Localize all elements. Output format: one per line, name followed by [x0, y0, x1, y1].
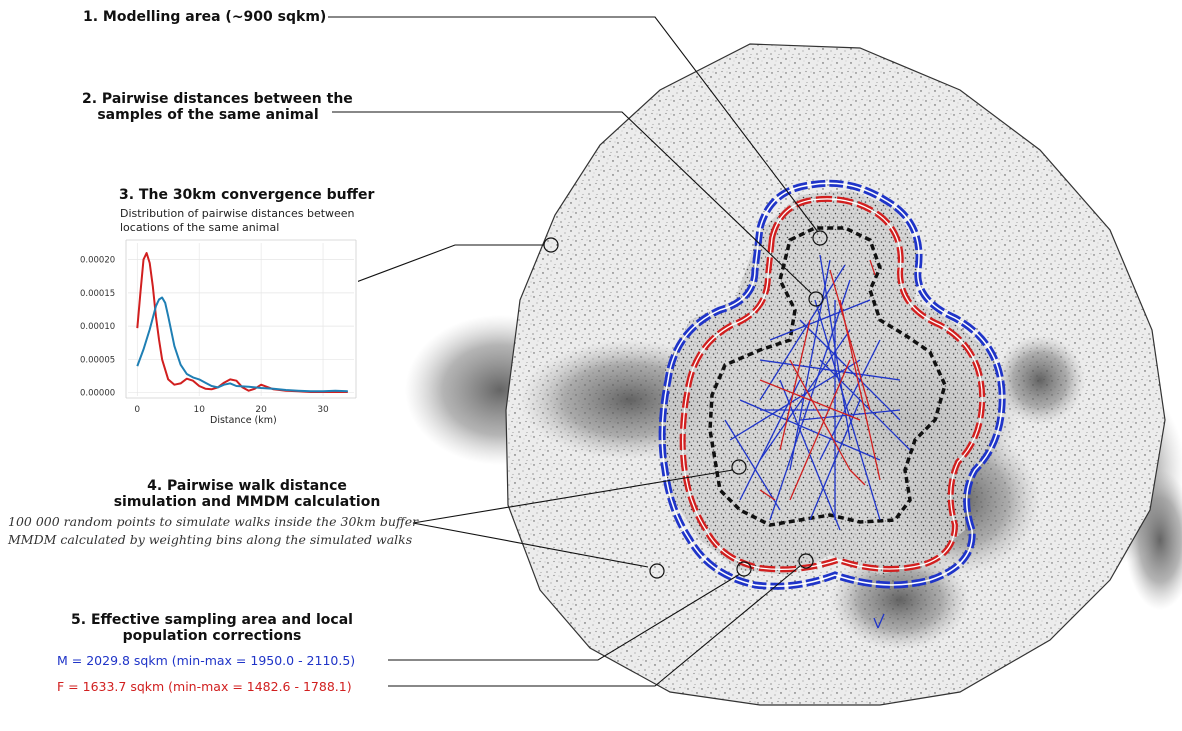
distance-distribution-chart: 0.00000 0.00005 0.00010 0.00015 0.00020 0 10 20… — [80, 239, 358, 415]
marker-step4-inside — [731, 459, 747, 475]
step5-label-line2: population corrections — [122, 628, 302, 644]
marker-step2 — [808, 291, 824, 307]
chart-series — [136, 252, 348, 393]
chart-tick-labels: 0.00000 0.00005 0.00010 0.00015 0.00020 0 10 20… — [80, 256, 329, 415]
step3-label: 3. The 30km convergence buffer — [119, 187, 375, 203]
chart-x-tick-label: 10 — [193, 405, 205, 415]
female-area-result: F = 1633.7 sqkm (min-max = 1482.6 - 1788… — [57, 679, 352, 694]
step4-label-line1: 4. Pairwise walk distance — [147, 478, 347, 494]
chart-y-tick-label: 0.00015 — [80, 289, 115, 299]
marker-step4-outside — [649, 563, 665, 579]
male-buffer — [658, 179, 1006, 590]
chart-y-tick-label: 0.00005 — [80, 355, 115, 365]
marker-step5-female — [798, 553, 814, 569]
step2-label-line2: samples of the same animal — [97, 107, 319, 123]
step5-label-line1: 5. Effective sampling area and local — [71, 612, 353, 628]
step4-label-line2: simulation and MMDM calculation — [113, 494, 381, 510]
step1-label: 1. Modelling area (~900 sqkm) — [83, 9, 327, 25]
chart-title-line2: locations of the same animal — [120, 221, 280, 234]
chart-y-tick-label: 0.00010 — [80, 322, 115, 332]
chart-y-tick-label: 0.00020 — [80, 256, 115, 266]
step4-note1: 100 000 random points to simulate walks … — [8, 514, 419, 529]
chart-y-tick-label: 0.00000 — [80, 389, 115, 399]
female-buffer — [679, 195, 986, 573]
buffer-fill — [660, 190, 1000, 575]
marker-step1 — [812, 230, 828, 246]
chart-x-axis-label: Distance (km) — [210, 415, 277, 426]
chart-x-tick-label: 30 — [317, 405, 329, 415]
core-sampling-boundary — [708, 226, 947, 527]
chart-title-line1: Distribution of pairwise distances betwe… — [120, 207, 355, 220]
annotation-markers — [543, 230, 828, 579]
chart-x-tick-label: 20 — [255, 405, 267, 415]
marker-step5-male — [736, 561, 752, 577]
chart-series-line-1 — [136, 296, 348, 393]
step2-label-line1: 2. Pairwise distances between the — [82, 91, 353, 107]
marker-step3 — [543, 237, 559, 253]
leader-lines — [328, 16, 819, 687]
chart-x-tick-label: 0 — [134, 405, 140, 415]
male-area-result: M = 2029.8 sqkm (min-max = 1950.0 - 2110… — [57, 653, 356, 668]
step4-note2: MMDM calculated by weighting bins along … — [8, 532, 413, 547]
pairwise-distance-lines — [724, 254, 911, 629]
